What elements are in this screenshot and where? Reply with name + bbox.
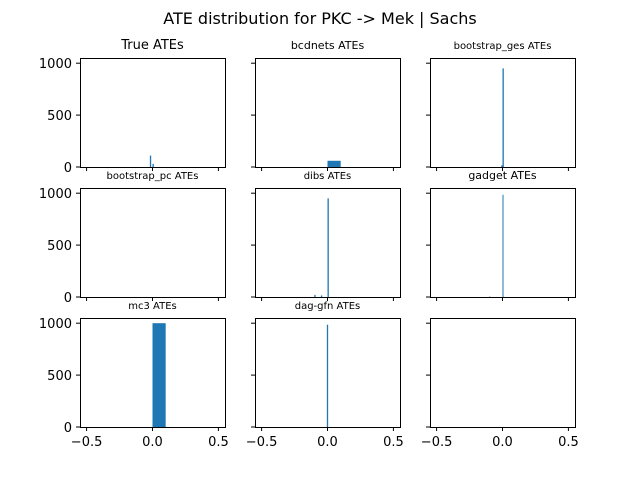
y-tick-label: 0	[64, 421, 72, 436]
panel-title: bootstrap_pc ATEs	[107, 171, 199, 182]
x-tick-label: 0.5	[208, 435, 229, 450]
axes-frame	[80, 188, 226, 298]
panel-title: bootstrap_ges ATEs	[454, 41, 552, 52]
axes-frame	[430, 318, 576, 428]
histogram-bar	[149, 155, 152, 167]
histogram-bar	[320, 295, 323, 297]
y-tick-label: 0	[64, 291, 72, 306]
figure-title: ATE distribution for PKC -> Mek | Sachs	[163, 9, 477, 28]
histogram-panel: 0 500 1000 True ATEs	[39, 38, 226, 176]
x-tick-label: −0.5	[246, 435, 278, 450]
histogram-bar	[502, 194, 504, 297]
histogram-panel: gadget ATEs	[426, 169, 576, 301]
panel-title: bcdnets ATEs	[291, 39, 365, 52]
y-tick-label: 0	[64, 161, 72, 176]
histogram-bar	[327, 198, 329, 297]
histogram-panel: −0.5 0.0 0.5	[421, 318, 579, 450]
x-tick-label: 0.5	[383, 435, 404, 450]
x-tick-label: 0.0	[142, 435, 163, 450]
x-tick-label: 0.0	[492, 435, 513, 450]
histogram-bar	[502, 68, 504, 167]
histogram-bar	[314, 294, 316, 297]
histogram-panel: bcdnets ATEs	[251, 39, 401, 171]
histogram-bar	[489, 296, 491, 297]
histogram-panel: dibs ATEs	[251, 171, 401, 301]
axes-frame	[255, 58, 401, 168]
x-tick-label: −0.5	[71, 435, 103, 450]
histogram-panel: bootstrap_ges ATEs	[426, 41, 576, 171]
histogram-bar	[152, 163, 154, 167]
y-tick-label: 500	[47, 109, 72, 124]
y-tick-label: 500	[47, 369, 72, 384]
histogram-bar	[326, 324, 329, 427]
histogram-bar	[327, 160, 341, 167]
y-tick-label: 1000	[39, 317, 72, 332]
panel-title: True ATEs	[120, 38, 184, 53]
panel-title: gadget ATEs	[468, 169, 537, 182]
y-tick-label: 1000	[39, 187, 72, 202]
axes-frame	[80, 58, 226, 168]
x-tick-label: 0.5	[558, 435, 579, 450]
panel-title: dag-gfn ATEs	[295, 301, 361, 312]
panel-title: mc3 ATEs	[128, 301, 176, 312]
histogram-bar	[501, 165, 503, 167]
histogram-panel: −0.5 0.0 0.5 dag-gfn ATEs	[246, 301, 404, 450]
histogram-panels: 0 500 1000 True ATEs bcdnets ATEs bootstrap_g…	[39, 38, 579, 450]
panel-title: dibs ATEs	[304, 171, 352, 182]
histogram-panel: 0 500 1000 −0.5 0.0 0.5 mc3 ATEs	[39, 301, 229, 450]
histogram-bar	[152, 323, 166, 427]
y-tick-label: 1000	[39, 57, 72, 72]
x-tick-label: 0.0	[317, 435, 338, 450]
y-tick-label: 500	[47, 239, 72, 254]
histogram-panel: 0 500 1000 bootstrap_pc ATEs	[39, 171, 226, 306]
x-tick-label: −0.5	[421, 435, 453, 450]
